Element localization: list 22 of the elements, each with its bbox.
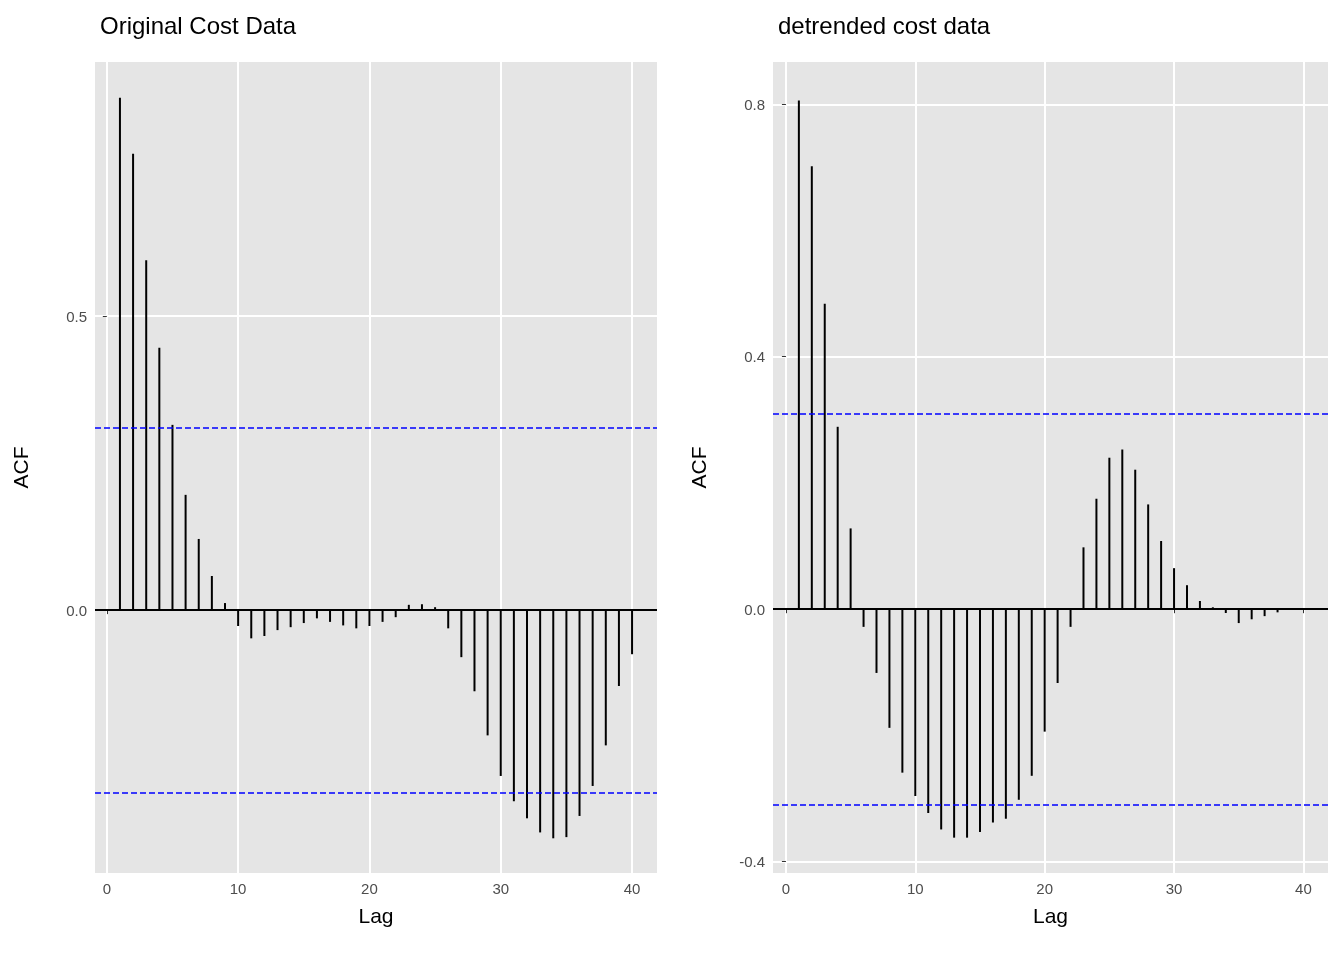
x-tick-label: 40 (623, 880, 641, 897)
chart-title: Original Cost Data (100, 11, 297, 39)
x-tick-label: 20 (1036, 880, 1054, 897)
y-tick-label: -0.4 (739, 853, 765, 871)
x-tick-label: 20 (361, 880, 378, 897)
x-tick-label: 10 (906, 880, 924, 897)
y-axis-title: ACF (687, 446, 710, 489)
y-tick-label: 0.0 (744, 600, 765, 618)
y-tick-label: 0.5 (66, 307, 87, 325)
y-tick-label: 0.4 (744, 348, 765, 366)
chart-title: detrended cost data (778, 11, 991, 39)
x-tick-label: 0 (781, 880, 791, 897)
x-axis-title: Lag (1032, 904, 1069, 927)
x-tick-label: 30 (492, 880, 510, 897)
x-tick-label: 10 (229, 880, 247, 897)
x-tick-label: 40 (1295, 880, 1312, 897)
x-tick-label: 30 (1165, 880, 1183, 897)
y-tick-label: 0.8 (744, 95, 765, 113)
x-axis-title: Lag (358, 904, 394, 927)
y-tick-label: 0.0 (66, 601, 87, 619)
x-tick-label: 0 (102, 880, 111, 897)
y-axis-title: ACF (9, 446, 32, 489)
